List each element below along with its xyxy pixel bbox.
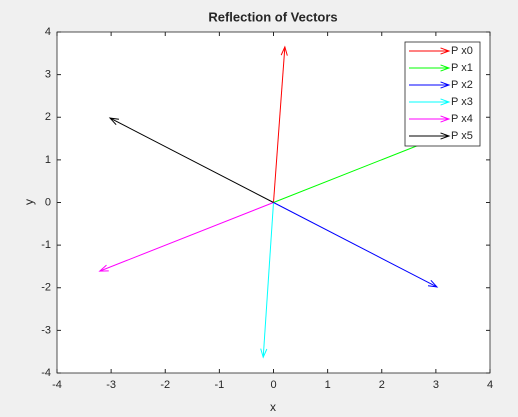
y-tick-label: 4 — [45, 26, 51, 38]
vector-shaft — [99, 202, 274, 272]
legend-swatch-head — [440, 47, 451, 55]
y-tick-label: 1 — [45, 154, 51, 166]
vector — [273, 45, 288, 203]
legend-swatch-head — [440, 115, 451, 123]
x-axis-label: x — [270, 400, 276, 414]
y-tick-label: -3 — [41, 324, 51, 336]
y-tick-label: 3 — [45, 69, 51, 81]
legend-swatch — [409, 115, 451, 123]
vector — [108, 117, 274, 203]
y-tick-label: -1 — [41, 239, 51, 251]
x-tick-label: 3 — [433, 379, 439, 391]
vector-head — [280, 45, 288, 56]
vector — [260, 202, 274, 359]
y-tick-label: 2 — [45, 111, 51, 123]
chart-title: Reflection of Vectors — [208, 9, 337, 24]
x-tick-label: 2 — [379, 379, 385, 391]
legend-swatch — [409, 132, 451, 140]
y-tick-label: -2 — [41, 282, 51, 294]
x-tick-label: 0 — [270, 379, 276, 391]
legend: P x0 P x1 P x2 P x3 P x4 P x5 — [404, 41, 481, 147]
vector-head — [108, 117, 120, 126]
legend-swatch-head — [440, 132, 451, 140]
x-tick-label: -2 — [160, 379, 170, 391]
legend-label: P x5 — [451, 130, 473, 142]
vector-head — [427, 279, 439, 288]
legend-swatch — [409, 64, 451, 72]
y-axis-label: y — [22, 199, 36, 205]
vector — [98, 202, 274, 272]
x-tick-label: -3 — [106, 379, 116, 391]
legend-swatch-head — [440, 98, 451, 106]
legend-swatch-head — [440, 64, 451, 72]
x-tick-label: 4 — [487, 379, 493, 391]
vector-shaft — [273, 46, 286, 203]
vector-shaft — [273, 202, 438, 288]
legend-box — [404, 41, 481, 147]
y-tick-label: -4 — [41, 367, 51, 379]
x-tick-label: -4 — [52, 379, 62, 391]
legend-label: P x4 — [451, 113, 473, 125]
legend-label: P x3 — [451, 96, 473, 108]
legend-swatch — [409, 81, 451, 89]
legend-label: P x0 — [451, 45, 473, 57]
vector — [273, 202, 439, 288]
vector-shaft — [262, 202, 274, 358]
legend-label: P x1 — [451, 62, 473, 74]
legend-label: P x2 — [451, 79, 473, 91]
y-tick-label: 0 — [45, 196, 51, 208]
vector-head — [98, 264, 109, 272]
legend-swatch — [409, 47, 451, 55]
legend-swatch — [409, 98, 451, 106]
x-tick-label: 1 — [325, 379, 331, 391]
vector-head — [260, 348, 268, 359]
legend-swatch-head — [440, 81, 451, 89]
x-tick-label: -1 — [214, 379, 224, 391]
vector-shaft — [109, 117, 274, 203]
